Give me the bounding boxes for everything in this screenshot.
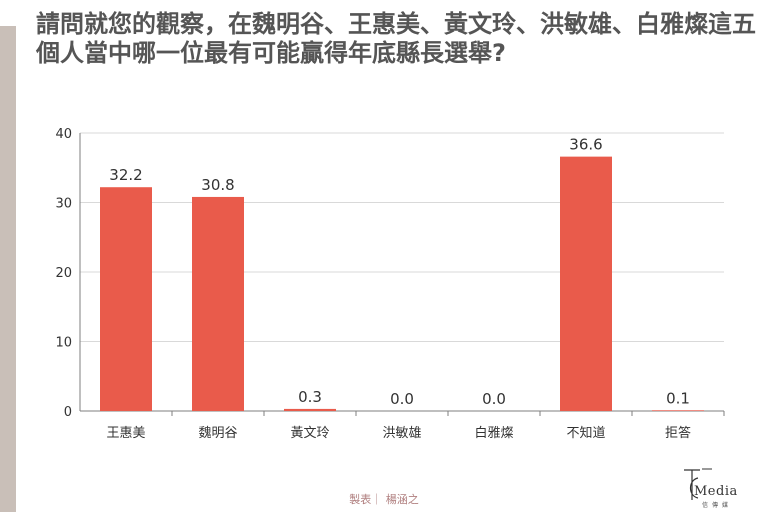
y-tick-label: 30 [55, 197, 72, 212]
x-tick-label: 黃文玲 [290, 426, 329, 441]
bar-value-label: 32.2 [109, 166, 142, 184]
x-tick-label: 拒答 [665, 425, 691, 441]
bar-value-label: 0.3 [298, 388, 322, 406]
bar [652, 410, 704, 411]
chart-credit: 製表｜ 楊涵之 [349, 493, 419, 506]
bar [560, 156, 612, 411]
y-tick-label: 20 [55, 266, 72, 281]
media-logo: Media 信傳媒 [682, 466, 764, 510]
y-tick-label: 10 [55, 336, 72, 351]
left-accent-stripe [0, 26, 16, 512]
logo-mark [684, 468, 712, 500]
bar-value-label: 0.1 [666, 389, 690, 407]
x-tick-label: 王惠美 [106, 426, 145, 441]
x-tick-label: 不知道 [566, 425, 605, 441]
bar-value-label: 36.6 [569, 136, 602, 154]
y-tick-label: 40 [55, 127, 72, 142]
logo-subtext: 信傳媒 [702, 502, 733, 509]
bar [192, 196, 244, 411]
bar [100, 187, 152, 411]
x-tick-label: 白雅燦 [474, 425, 513, 441]
bar-value-label: 0.0 [482, 390, 506, 408]
x-tick-label: 洪敏雄 [382, 426, 421, 441]
chart-title: 請問就您的觀察，在魏明谷、王惠美、黃文玲、洪敏雄、白雅燦這五個人當中哪一位最有可… [36, 10, 756, 67]
bar-value-label: 30.8 [201, 176, 234, 194]
bar-value-label: 0.0 [390, 390, 414, 408]
x-tick-label: 魏明谷 [198, 426, 237, 441]
y-tick-label: 0 [64, 405, 72, 420]
logo-word: Media [694, 484, 738, 499]
bar [284, 408, 336, 411]
